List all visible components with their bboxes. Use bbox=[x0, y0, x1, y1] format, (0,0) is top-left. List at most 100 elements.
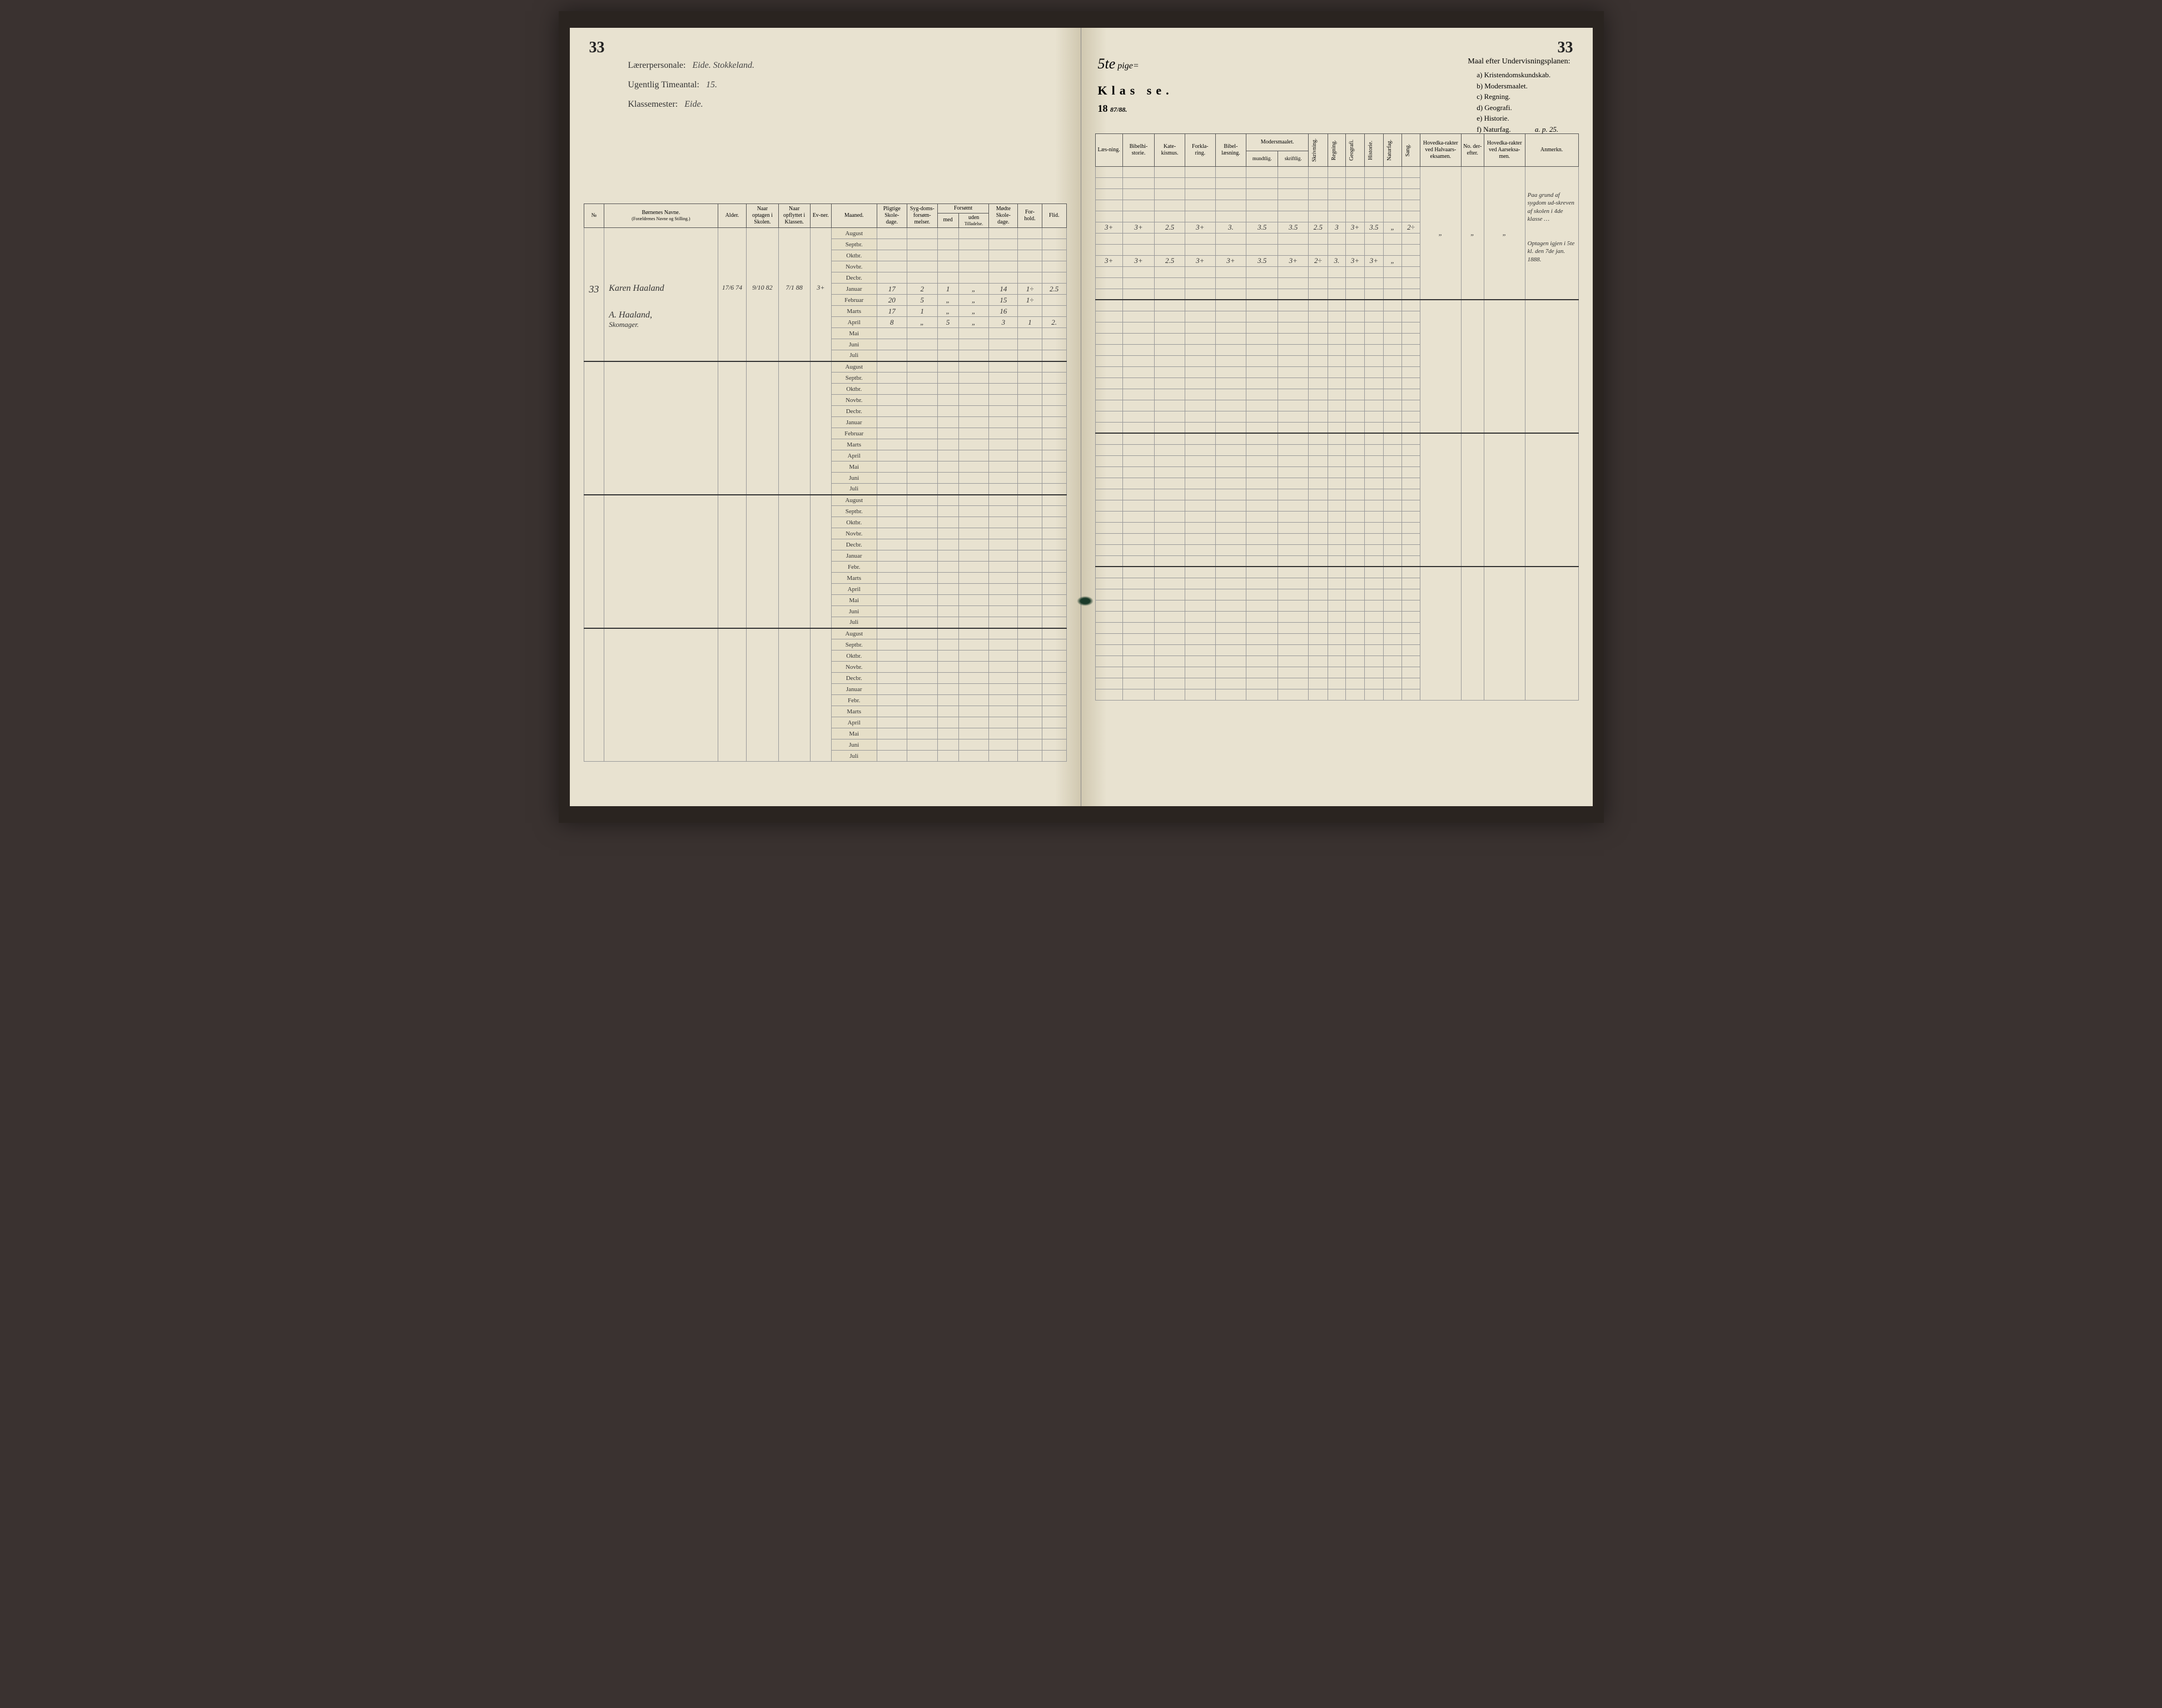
grade-cell bbox=[1215, 300, 1246, 311]
attendance-cell bbox=[877, 395, 907, 406]
grade-cell bbox=[1364, 344, 1384, 355]
grade-cell bbox=[1346, 622, 1364, 633]
grade-cell: 3+ bbox=[1095, 255, 1122, 266]
col-katekismus: Kate-kismus. bbox=[1155, 134, 1185, 167]
grade-cell bbox=[1215, 411, 1246, 422]
grade-cell bbox=[1246, 589, 1278, 600]
grade-cell bbox=[1185, 300, 1215, 311]
grade-cell bbox=[1328, 544, 1346, 555]
grade-cell bbox=[1095, 311, 1122, 322]
grade-cell bbox=[1328, 433, 1346, 444]
attendance-cell bbox=[1018, 417, 1042, 428]
grade-cell bbox=[1246, 455, 1278, 466]
grade-cell bbox=[1185, 289, 1215, 300]
grade-cell bbox=[1384, 644, 1402, 656]
attendance-cell bbox=[1018, 562, 1042, 573]
col-opflyttet: Naar opflyttet i Klassen. bbox=[778, 203, 810, 228]
exam-cell bbox=[1484, 433, 1525, 567]
grade-cell bbox=[1278, 455, 1309, 466]
grade-cell: 3+ bbox=[1278, 255, 1309, 266]
attendance-cell: 14 bbox=[989, 284, 1018, 295]
attendance-cell bbox=[1018, 261, 1042, 272]
col-bibelhistorie: Bibelhi-storie. bbox=[1122, 134, 1154, 167]
grade-cell bbox=[1215, 233, 1246, 244]
attendance-cell bbox=[958, 239, 989, 250]
grade-cell bbox=[1155, 233, 1185, 244]
grade-cell bbox=[1278, 689, 1309, 700]
grade-cell bbox=[1095, 656, 1122, 667]
grade-cell bbox=[1364, 656, 1384, 667]
attendance-cell bbox=[1042, 406, 1066, 417]
grade-cell bbox=[1122, 389, 1154, 400]
attendance-cell bbox=[907, 250, 937, 261]
attendance-cell bbox=[1018, 751, 1042, 762]
grade-cell bbox=[1246, 622, 1278, 633]
grade-cell bbox=[1402, 300, 1420, 311]
attendance-cell bbox=[877, 417, 907, 428]
attendance-cell bbox=[989, 517, 1018, 528]
grade-cell bbox=[1122, 366, 1154, 378]
attendance-cell bbox=[907, 517, 937, 528]
grade-cell bbox=[1384, 244, 1402, 255]
left-page: 33 Lærerpersonale: Eide. Stokkeland. Uge… bbox=[570, 28, 1081, 806]
attendance-cell bbox=[877, 584, 907, 595]
grade-cell bbox=[1346, 444, 1364, 455]
grade-cell bbox=[1095, 378, 1122, 389]
grade-cell bbox=[1309, 289, 1328, 300]
col-skrivning-t: Skrivning. bbox=[1310, 135, 1319, 165]
grade-cell bbox=[1309, 589, 1328, 600]
grade-cell bbox=[1215, 656, 1246, 667]
empty-cell bbox=[747, 361, 778, 495]
grade-cell bbox=[1309, 266, 1328, 277]
grade-cell bbox=[1246, 533, 1278, 544]
grade-cell bbox=[1309, 211, 1328, 222]
grade-cell bbox=[1364, 289, 1384, 300]
grade-cell bbox=[1215, 500, 1246, 511]
col-historie: Historie. bbox=[1364, 134, 1384, 167]
attendance-cell bbox=[877, 272, 907, 284]
grade-cell bbox=[1246, 322, 1278, 333]
empty-cell bbox=[584, 361, 604, 495]
attendance-cell bbox=[1018, 506, 1042, 517]
col-forsomt-h: Forsømt bbox=[940, 205, 987, 212]
attendance-cell bbox=[907, 539, 937, 550]
attendance-cell bbox=[1018, 484, 1042, 495]
attendance-cell bbox=[1042, 350, 1066, 361]
ugentlig-label: Ugentlig Timeantal: bbox=[628, 80, 699, 90]
attendance-cell bbox=[1042, 684, 1066, 695]
month-cell: Oktbr. bbox=[831, 384, 877, 395]
grade-cell: 3+ bbox=[1215, 255, 1246, 266]
grade-cell bbox=[1364, 455, 1384, 466]
attendance-cell: 5 bbox=[907, 295, 937, 306]
grade-cell bbox=[1155, 455, 1185, 466]
grade-cell bbox=[1122, 177, 1154, 188]
grade-cell bbox=[1155, 600, 1185, 611]
attendance-cell bbox=[907, 706, 937, 717]
grade-cell bbox=[1278, 633, 1309, 644]
grade-cell bbox=[1278, 233, 1309, 244]
month-cell: April bbox=[831, 584, 877, 595]
klasse-number: 5te bbox=[1098, 56, 1116, 72]
grade-cell bbox=[1278, 611, 1309, 622]
grade-cell bbox=[1122, 411, 1154, 422]
attendance-cell bbox=[937, 639, 958, 651]
maal-item-c: c) Regning. bbox=[1468, 91, 1570, 102]
attendance-cell bbox=[907, 651, 937, 662]
grade-cell bbox=[1346, 411, 1364, 422]
grade-cell bbox=[1328, 311, 1346, 322]
attendance-cell bbox=[1042, 539, 1066, 550]
maal-item-a: a) Kristendomskundskab. bbox=[1468, 69, 1570, 81]
grade-cell bbox=[1185, 689, 1215, 700]
grade-cell bbox=[1309, 533, 1328, 544]
grade-cell bbox=[1095, 533, 1122, 544]
attendance-cell bbox=[989, 484, 1018, 495]
remarks-cell bbox=[1525, 433, 1578, 567]
attendance-cell bbox=[937, 228, 958, 239]
month-cell: Juni bbox=[831, 739, 877, 751]
grade-cell bbox=[1402, 378, 1420, 389]
grade-cell bbox=[1095, 522, 1122, 533]
attendance-cell bbox=[1042, 272, 1066, 284]
binding-hole-icon bbox=[1077, 596, 1094, 606]
grade-cell bbox=[1122, 378, 1154, 389]
grade-cell bbox=[1278, 277, 1309, 289]
